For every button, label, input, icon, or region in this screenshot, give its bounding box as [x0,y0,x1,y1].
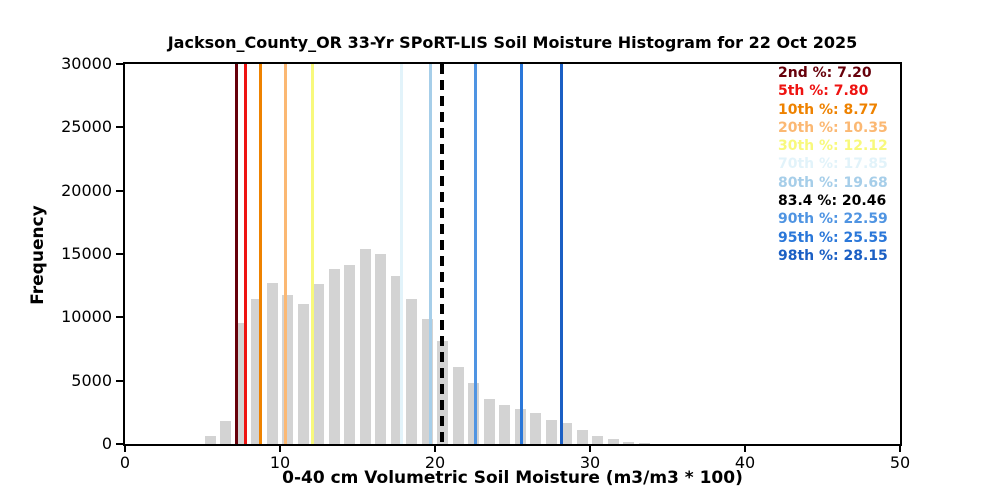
legend-entry: 83.4 %: 20.46 [778,193,887,210]
histogram-bar [623,441,635,444]
x-tick-label: 20 [424,453,446,472]
y-tick-mark [116,379,123,382]
histogram-bar [592,436,604,444]
plot-area: 2nd %: 7.20 5th %: 7.80 10th %: 8.77 20th %… [123,62,902,446]
legend-entry: 80th %: 19.68 [778,174,888,191]
percentile-legend: 2nd %: 7.20 5th %: 7.80 10th %: 8.77 20th %… [778,64,888,265]
legend-entry: 95th %: 25.55 [778,229,888,246]
histogram-bar [545,419,557,444]
histogram-bar [390,276,402,444]
percentile-line [428,64,432,444]
histogram-bar [359,249,371,444]
x-tick-label: 40 [734,453,756,472]
y-tick-mark [116,443,123,445]
y-tick-label: 30000 [61,54,112,73]
y-tick-mark [116,189,123,192]
histogram-bar [483,399,495,444]
y-tick-mark [116,253,123,255]
histogram-bar [313,283,325,444]
y-tick-label: 5000 [71,370,112,390]
histogram-bar [638,443,650,444]
current-value-dashed-line [440,64,444,444]
histogram-bar [452,366,464,444]
y-tick-label: 0 [101,434,112,453]
histogram-bar [530,413,542,444]
histogram-bar [421,318,433,444]
histogram-bar [297,303,309,444]
x-tick-label: 0 [119,453,131,472]
histogram-bar [607,438,619,444]
x-tick-mark [744,446,746,452]
y-tick-label: 20000 [61,180,112,200]
legend-entry: 98th %: 28.15 [778,247,888,264]
histogram-bar [499,405,511,444]
y-tick-mark [116,63,123,65]
x-axis-label: 0-40 cm Volumetric Soil Moisture (m3/m3 … [282,468,743,488]
x-tick-mark [279,446,281,452]
x-tick-mark [589,446,591,452]
histogram-bar [251,299,263,444]
legend-entry: 30th %: 12.12 [778,138,888,155]
histogram-bar [406,298,418,444]
legend-entry: 90th %: 22.59 [778,211,888,228]
histogram-bar [344,264,356,444]
x-tick-label: 50 [889,453,911,472]
histogram-bar [576,430,588,444]
x-tick-mark [124,446,126,452]
percentile-line [519,64,523,444]
histogram-bar [328,268,340,444]
histogram-bar [266,283,278,444]
legend-entry: 2nd %: 7.20 [778,65,872,81]
y-tick-mark [116,126,123,129]
legend-entry: 70th %: 17.85 [778,156,888,173]
histogram-bar [561,423,573,444]
percentile-line [400,64,404,444]
percentile-line [311,64,315,444]
histogram-bar [282,295,294,444]
histogram-bar [375,254,387,444]
x-tick-mark [434,446,436,452]
y-tick-label: 25000 [61,117,112,137]
histogram-bar [235,323,247,444]
percentile-line [473,64,477,444]
percentile-line [259,64,263,444]
legend-entry: 10th %: 8.77 [778,101,879,118]
y-tick-label: 15000 [61,244,112,263]
percentile-line [559,64,563,444]
chart-title: Jackson_County_OR 33-Yr SPoRT-LIS Soil M… [167,33,858,52]
percentile-line [235,64,239,444]
percentile-line [283,64,287,444]
x-tick-label: 30 [579,453,601,472]
x-tick-label: 10 [269,453,291,472]
legend-entry: 5th %: 7.80 [778,83,869,100]
histogram-bar [220,421,232,444]
y-tick-label: 10000 [61,307,112,327]
histogram-bar [204,435,216,444]
y-tick-mark [116,316,123,319]
legend-entry: 20th %: 10.35 [778,119,888,136]
percentile-line [244,64,248,444]
x-tick-mark [899,446,901,452]
